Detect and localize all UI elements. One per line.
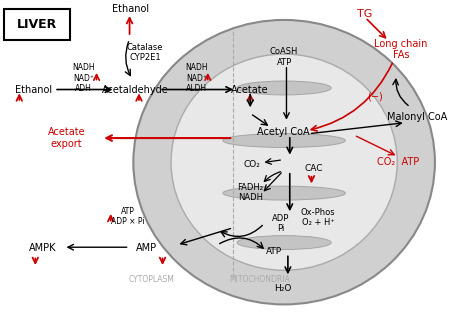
Text: CoASH
ATP: CoASH ATP (270, 47, 298, 67)
Ellipse shape (223, 134, 346, 148)
Text: ATP
ADP × Pi: ATP ADP × Pi (111, 207, 145, 226)
Text: Acetyl CoA: Acetyl CoA (257, 127, 310, 137)
Text: Ox-Phos
O₂ + H⁺: Ox-Phos O₂ + H⁺ (301, 207, 336, 227)
Ellipse shape (171, 54, 397, 270)
Text: CYTOPLASM: CYTOPLASM (128, 275, 174, 284)
Text: Catalase
CYP2E1: Catalase CYP2E1 (127, 43, 164, 62)
Ellipse shape (237, 81, 331, 95)
Text: CAC: CAC (304, 164, 323, 173)
FancyBboxPatch shape (4, 9, 70, 40)
Text: NADH
NAD⁺
ADH: NADH NAD⁺ ADH (73, 63, 95, 93)
Text: TG: TG (357, 9, 373, 19)
Text: AMP: AMP (136, 243, 157, 253)
Text: ATP: ATP (266, 247, 282, 256)
Text: MITOCHONDRIA: MITOCHONDRIA (229, 275, 290, 284)
Ellipse shape (133, 20, 435, 305)
Text: LIVER: LIVER (17, 18, 57, 31)
Text: Ethanol: Ethanol (15, 85, 52, 95)
Text: AMPK: AMPK (29, 243, 56, 253)
Text: NADH
NAD⁺
ALDH: NADH NAD⁺ ALDH (186, 63, 208, 93)
Ellipse shape (237, 236, 331, 250)
Text: Acetaldehyde: Acetaldehyde (102, 85, 169, 95)
Ellipse shape (223, 186, 346, 200)
Text: H₂O: H₂O (274, 284, 292, 293)
Text: FADH₂
NADH: FADH₂ NADH (237, 183, 263, 202)
Text: ADP
Pi: ADP Pi (272, 214, 289, 233)
Text: Long chain
FAs: Long chain FAs (374, 38, 428, 60)
Text: (−): (−) (367, 92, 383, 102)
Text: Acetate: Acetate (231, 85, 269, 95)
Text: Malonyl CoA: Malonyl CoA (387, 112, 447, 122)
Text: CO₂  ATP: CO₂ ATP (377, 157, 419, 167)
Text: Ethanol: Ethanol (112, 4, 149, 14)
Text: Acetate
export: Acetate export (47, 127, 85, 149)
Text: CO₂: CO₂ (244, 160, 261, 169)
